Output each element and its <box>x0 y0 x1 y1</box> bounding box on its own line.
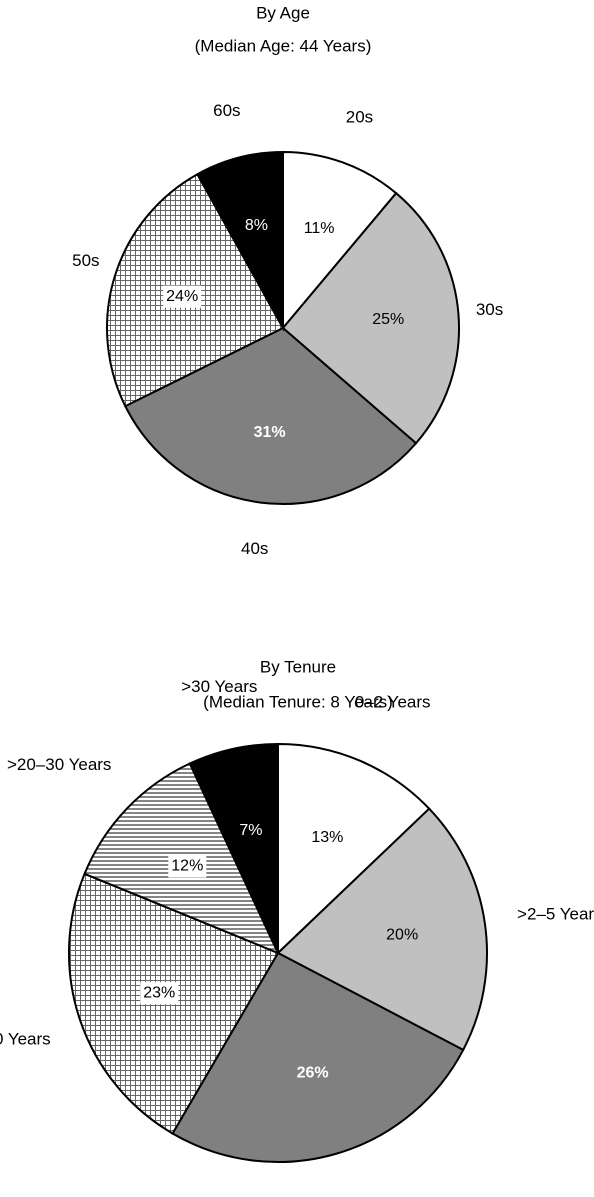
pie-slice <box>123 326 418 505</box>
data-label: 11% <box>304 220 335 237</box>
label-background <box>140 982 179 1005</box>
chart-title: By Tenure <box>260 657 336 676</box>
category-label: 50s <box>72 251 99 270</box>
category-label: 60s <box>213 101 240 120</box>
data-label: 23% <box>143 984 175 1001</box>
category-label: 0–2 Years <box>355 693 431 712</box>
data-label: 20% <box>386 927 418 944</box>
chart-subtitle: (Median Age: 44 Years) <box>195 36 372 55</box>
category-label: >10–20 Years <box>0 1030 51 1049</box>
category-label: 20s <box>346 107 373 126</box>
label-background <box>168 855 207 878</box>
pie-slice <box>282 150 398 331</box>
pie-slice <box>188 742 279 954</box>
category-label: 40s <box>241 539 268 558</box>
data-label: 24% <box>166 288 198 305</box>
pie-slice <box>277 742 431 956</box>
pie-slice <box>276 807 488 1052</box>
category-label: >20–30 Years <box>7 755 111 774</box>
data-label: 25% <box>372 311 404 328</box>
category-label: >30 Years <box>181 677 257 696</box>
chart-title: By Age <box>256 3 310 22</box>
chart-subtitle: (Median Tenure: 8 Years) <box>203 692 393 711</box>
pie-slice <box>281 191 460 445</box>
data-label: 8% <box>245 217 268 234</box>
pie-slice <box>171 951 465 1163</box>
pie-slice <box>196 150 284 332</box>
data-label: 26% <box>297 1065 329 1082</box>
data-label: 12% <box>171 858 203 875</box>
category-label: >2–5 Years <box>517 905 594 924</box>
label-background <box>163 285 202 308</box>
category-label: 30s <box>476 300 503 319</box>
data-label: 31% <box>254 424 286 441</box>
data-label: 13% <box>311 829 343 846</box>
data-label: 7% <box>239 822 262 839</box>
